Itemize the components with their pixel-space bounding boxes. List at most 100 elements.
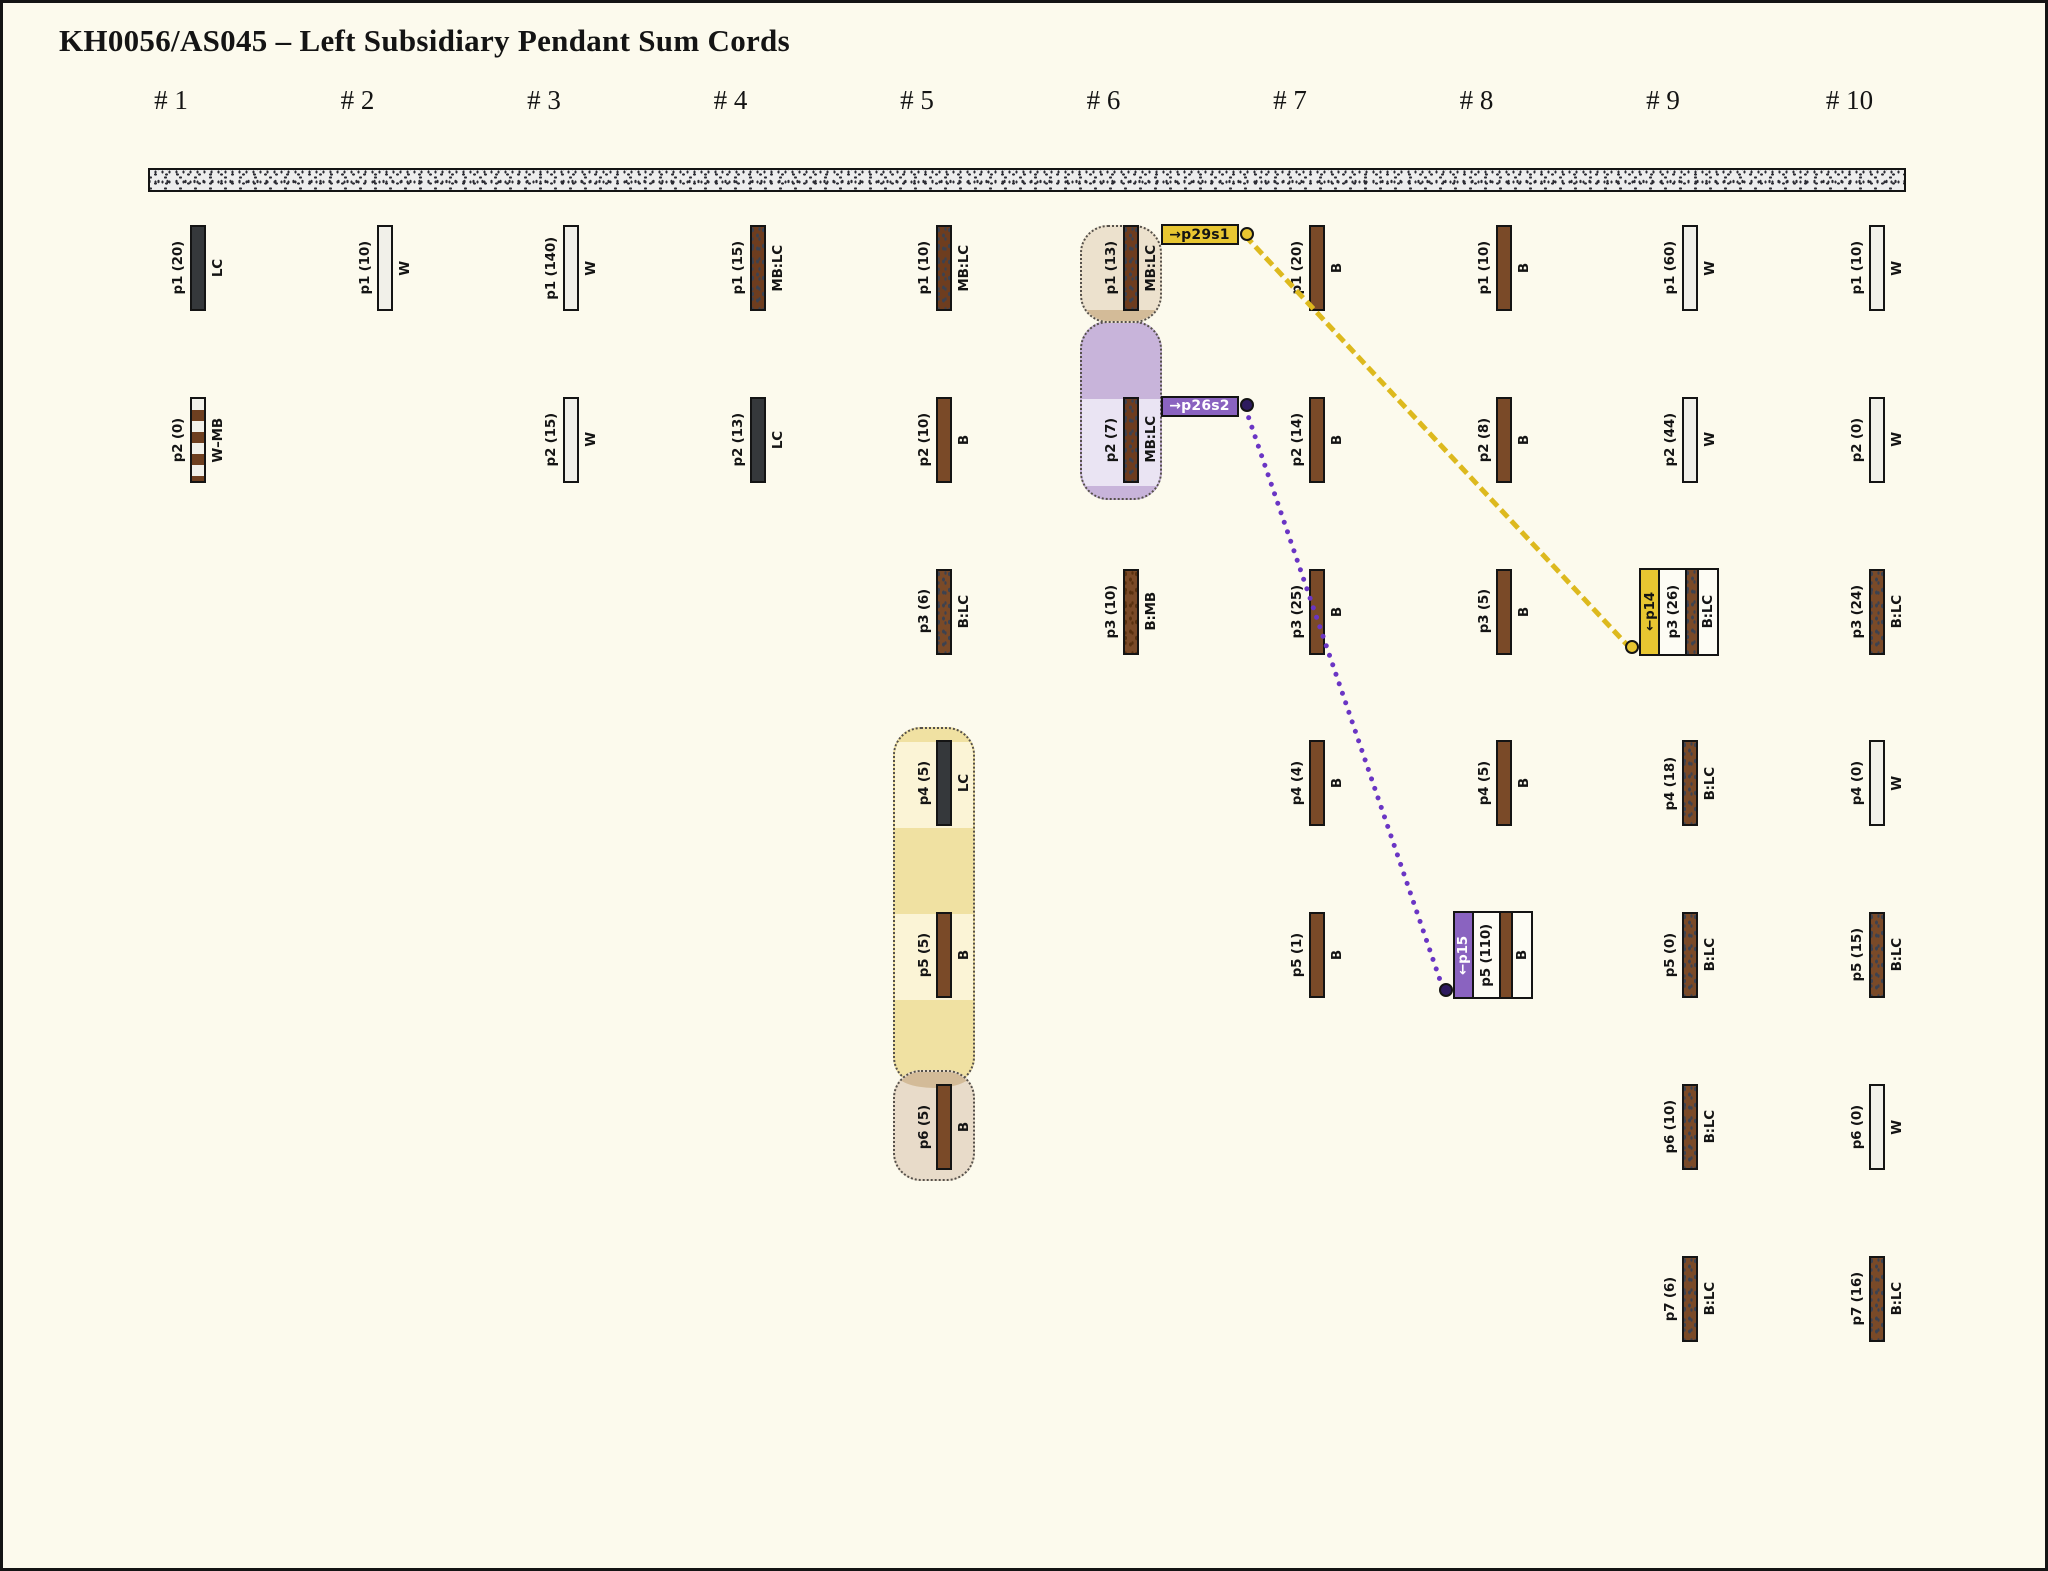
pendant-code-zone: W (1889, 740, 1947, 826)
pendant-bar[interactable] (1309, 912, 1325, 999)
pendant-bar[interactable] (563, 225, 579, 311)
pendant-bar[interactable] (1868, 568, 1885, 655)
pendant-bar[interactable] (1868, 1255, 1885, 1342)
pendant-label: p1 (10) (1848, 241, 1865, 295)
pendant: p1 (140) W (501, 225, 641, 311)
pendant-label: p2 (15) (543, 413, 559, 467)
pendant-bar[interactable] (936, 225, 952, 311)
pendant: p3 (25) B (1247, 568, 1387, 655)
pendant-label-zone: p1 (10) (1807, 225, 1865, 311)
highlight-beige-col5 (893, 1070, 975, 1181)
pendant: p1 (20) B (1247, 225, 1387, 311)
pendant-label-zone: p1 (13) (1061, 225, 1119, 311)
pendant-label-zone: p5 (15) (1807, 912, 1865, 998)
connector-end-dot[interactable] (1625, 639, 1639, 654)
pendant-bar[interactable] (376, 225, 393, 311)
pendant: p6 (10) B:LC (1620, 1084, 1760, 1170)
pendant-bar[interactable] (1309, 740, 1325, 827)
pendant-code-zone: B (956, 397, 1014, 483)
pendant-bar[interactable] (563, 396, 579, 483)
pendant-bar[interactable] (1682, 1255, 1698, 1342)
pendant-compound[interactable]: ←p15 p5 (110) B (1452, 911, 1533, 1000)
pendant: p1 (10) MB:LC (874, 225, 1014, 311)
pendant-bar[interactable] (1495, 396, 1512, 483)
pendant-label: p5 (1) (1289, 933, 1305, 978)
pendant-bar[interactable] (190, 396, 206, 483)
pendant-label-zone: p7 (6) (1620, 1256, 1678, 1342)
pendant-bar[interactable] (936, 568, 952, 655)
column-header: # 1 (154, 85, 188, 115)
pendant-code-zone: B:LC (1702, 740, 1760, 826)
pendant-bar[interactable] (936, 912, 952, 999)
pendant-bar[interactable] (1495, 740, 1512, 827)
pendant-bar[interactable] (749, 396, 766, 483)
pendant-bar[interactable] (1682, 225, 1698, 311)
pendant-bar[interactable] (1682, 740, 1698, 827)
pendant-bar[interactable] (1495, 568, 1512, 655)
pendant-bar[interactable] (936, 396, 952, 483)
pendant-bar[interactable] (1122, 225, 1139, 311)
connector-start-dot[interactable] (1239, 226, 1254, 241)
pendant-bar[interactable] (1682, 912, 1698, 999)
pendant-label-zone: p3 (25) (1247, 569, 1305, 655)
pendant-label-zone: p6 (10) (1620, 1084, 1678, 1170)
primary-cord (148, 168, 1906, 192)
pendant-bar[interactable] (749, 225, 766, 311)
pendant-code-zone: B (1516, 225, 1574, 311)
pendant-code-zone: B:LC (1702, 912, 1760, 998)
connector-label[interactable]: →p26s2 (1160, 395, 1239, 417)
pendant-code: W (1888, 1119, 1905, 1135)
pendant-code: W (1702, 260, 1718, 276)
connector-label[interactable]: →p29s1 (1160, 224, 1239, 245)
pendant-bar[interactable] (1309, 225, 1325, 311)
pendant-bar[interactable] (1868, 740, 1885, 827)
pendant-label-zone: p2 (7) (1061, 397, 1119, 483)
pendant-bar[interactable] (1868, 396, 1885, 483)
pendant-code-zone: B (1329, 740, 1387, 826)
pendant-bar[interactable] (1122, 568, 1139, 655)
pendant-bar[interactable] (1685, 569, 1699, 654)
pendant-tag[interactable]: ←p15 (1454, 913, 1474, 998)
connector-start-dot[interactable] (1239, 398, 1254, 413)
pendant-code: B (1515, 778, 1532, 789)
pendant-compound[interactable]: ←p14 p3 (26) B:LC (1639, 567, 1719, 656)
pendant-bar[interactable] (1868, 1084, 1885, 1170)
pendant-label-zone: p1 (140) (501, 225, 559, 311)
pendant-bar[interactable] (936, 1084, 952, 1170)
pendant-label: p2 (0) (1848, 417, 1865, 462)
pendant-bar[interactable] (1309, 396, 1325, 483)
pendant: p2 (0) W–MB (128, 396, 268, 483)
pendant-code-zone: B (1516, 397, 1574, 483)
pendant-label-zone: p5 (1) (1247, 912, 1305, 998)
pendant-bar[interactable] (1498, 913, 1513, 998)
pendant-bar[interactable] (1682, 1084, 1698, 1170)
pendant-code-zone: W (1889, 397, 1947, 483)
pendant: p1 (15) MB:LC (688, 225, 828, 311)
pendant-code: MB:LC (956, 244, 972, 292)
pendant-code-zone: W (583, 397, 641, 483)
pendant-bar[interactable] (936, 740, 952, 827)
pendant-bar[interactable] (1309, 568, 1325, 655)
pendant-label-cell: p5 (110) (1474, 913, 1499, 997)
pendant-code-zone: B:LC (956, 569, 1014, 655)
pendant-bar[interactable] (190, 225, 206, 311)
pendant-bar[interactable] (1495, 225, 1512, 311)
pendant: p5 (1) B (1247, 912, 1387, 999)
pendant-label-zone: p3 (10) (1061, 569, 1119, 655)
pendant-tag-text: ←p15 (1455, 935, 1471, 975)
pendant-label: p3 (6) (916, 589, 932, 634)
pendant: p5 (0) B:LC (1620, 912, 1760, 999)
pendant-code: W (583, 432, 599, 448)
pendant-label: p4 (18) (1662, 756, 1678, 811)
pendant-label-zone: p4 (5) (1434, 740, 1492, 826)
pendant-bar[interactable] (1868, 912, 1885, 999)
pendant-bar[interactable] (1122, 396, 1139, 483)
pendant: p6 (5) B (874, 1084, 1014, 1170)
page-title: KH0056/AS045 – Left Subsidiary Pendant S… (59, 23, 790, 58)
pendant-bar[interactable] (1868, 225, 1885, 311)
connector-end-dot[interactable] (1438, 983, 1453, 998)
pendant-bar[interactable] (1682, 396, 1698, 483)
pendant-tag[interactable]: ←p14 (1641, 569, 1660, 654)
pendant: p2 (0) W (1807, 396, 1947, 483)
